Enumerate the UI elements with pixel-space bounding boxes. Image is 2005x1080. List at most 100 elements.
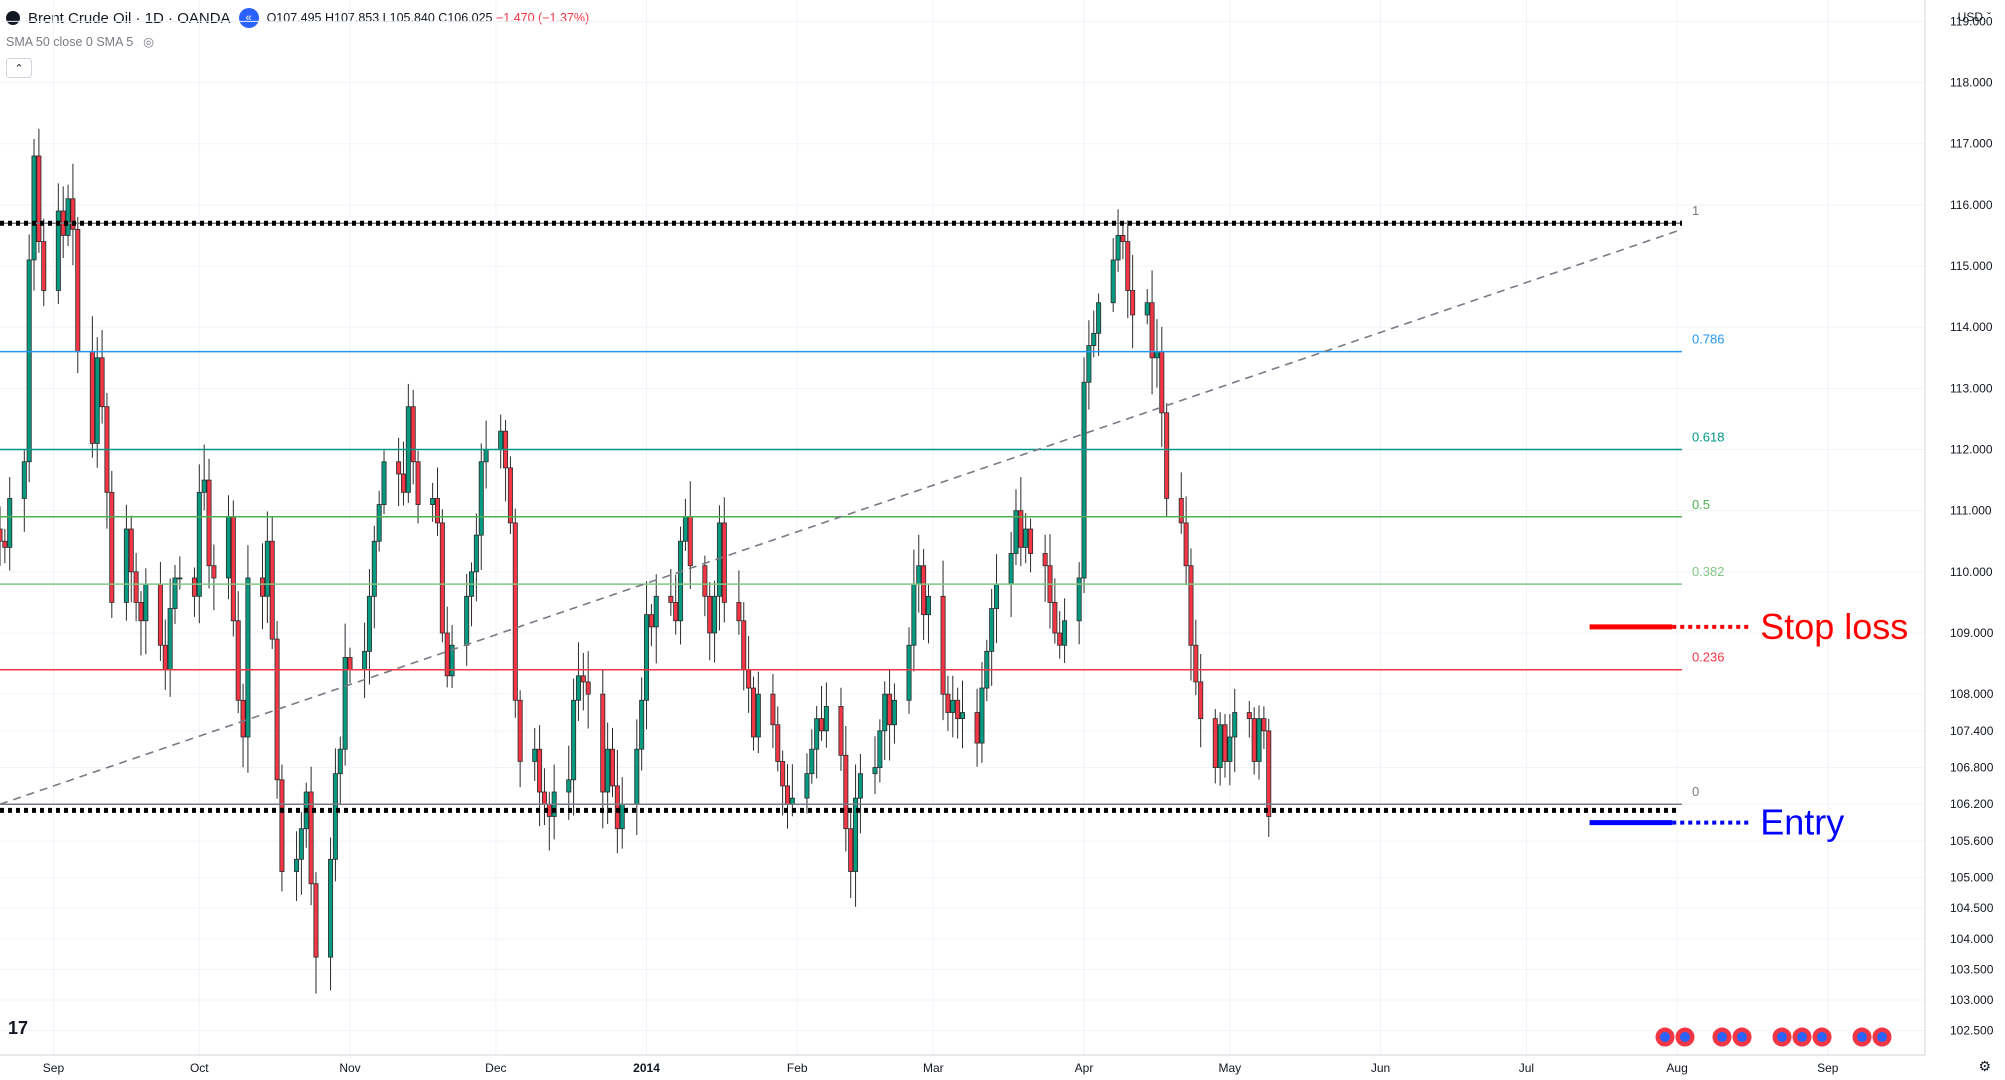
fib-level-label: 1 [1692, 203, 1699, 218]
price-tick-label: 108.000 [1950, 687, 1994, 701]
candle-body [162, 644, 168, 671]
candle-body [89, 351, 95, 444]
candle-body [439, 522, 445, 634]
time-tick-label: Sep [43, 1061, 65, 1075]
candle-body [955, 699, 961, 720]
time-tick-label: Sep [1817, 1061, 1839, 1075]
event-flag-inner [1817, 1032, 1827, 1042]
candle-body [177, 577, 183, 580]
candle-body [172, 577, 178, 609]
collapse-legend-button[interactable]: ⌃ [6, 58, 32, 78]
eye-hidden-icon[interactable]: ◎ [143, 35, 155, 49]
fib-level-label: 0 [1692, 784, 1699, 799]
candle-body [201, 479, 207, 493]
candle-body [7, 498, 13, 548]
price-tick-label: 102.500 [1950, 1024, 1994, 1038]
candle-body [906, 644, 912, 701]
candle-body [1013, 510, 1019, 554]
chevrons-left-icon[interactable]: « [238, 8, 259, 28]
price-tick-label: 110.000 [1950, 565, 1993, 579]
fib-level-label: 0.382 [1692, 564, 1725, 579]
candle-body [1149, 302, 1155, 359]
indicator-label[interactable]: SMA 50 close 0 SMA 5 [6, 34, 134, 49]
candle-body [362, 650, 368, 671]
currency-selector[interactable]: USD ˇ [1958, 10, 1991, 24]
candle-body [473, 534, 479, 573]
entry-label: Entry [1760, 802, 1844, 843]
candle-body [1154, 351, 1160, 359]
candle-body [610, 748, 616, 787]
candle-body [1023, 528, 1029, 548]
candle-body [1251, 718, 1257, 762]
candle-body [809, 748, 815, 775]
grid [0, 0, 1925, 1055]
event-flag-inner [1717, 1032, 1727, 1042]
candle-body [1057, 632, 1063, 646]
candle-body [1052, 602, 1058, 634]
time-tick-label: Jun [1371, 1061, 1390, 1075]
candles [0, 128, 1272, 994]
fib-trendline [0, 228, 1683, 806]
candle-body [464, 595, 470, 646]
candle-body [1120, 235, 1126, 242]
candle-body [36, 155, 42, 242]
time-tick-label: Nov [339, 1061, 360, 1075]
event-flag-inner [1857, 1032, 1867, 1042]
candle-body [328, 858, 334, 958]
symbol-title[interactable]: Brent Crude Oil · 1D · OANDA [28, 9, 231, 27]
candle-body [644, 614, 650, 701]
candle-body [960, 712, 966, 720]
fib-level-label: 0.5 [1692, 497, 1710, 512]
candle-body [1028, 528, 1034, 554]
candle-body [925, 595, 931, 616]
candle-body [750, 687, 756, 738]
candle-body [1115, 235, 1121, 261]
candle-body [1130, 290, 1136, 316]
price-tick-label: 109.000 [1950, 626, 1994, 640]
candle-body [167, 608, 173, 671]
candle-body [872, 767, 878, 775]
candle-body [31, 155, 37, 261]
candle-body [1266, 730, 1272, 817]
price-tick-label: 112.000 [1950, 443, 1993, 457]
candle-body [337, 748, 343, 775]
fib-level-label: 0.236 [1692, 650, 1725, 665]
candle-body [891, 699, 897, 726]
tradingview-logo[interactable]: 17 [8, 1018, 29, 1038]
candle-body [259, 577, 265, 597]
candle-body [279, 779, 285, 872]
candle-body [877, 730, 883, 768]
settings-gear-icon[interactable]: ⚙ [1978, 1058, 1991, 1074]
candle-body [313, 883, 319, 958]
candle-body [157, 583, 163, 646]
candle-body [264, 540, 270, 597]
candle-body [1144, 302, 1150, 316]
candle-body [1261, 718, 1267, 732]
price-tick-label: 103.500 [1950, 962, 1994, 976]
candle-body [648, 614, 654, 628]
candle-body [619, 803, 625, 830]
candle-body [541, 791, 547, 805]
candle-body [123, 528, 129, 603]
candle-body [785, 785, 791, 805]
price-tick-label: 117.000 [1950, 137, 1993, 151]
price-tick-label: 105.000 [1950, 871, 1994, 885]
candle-body [911, 583, 917, 646]
currency-label: USD [1957, 10, 1983, 24]
candle-body [575, 675, 581, 701]
candle-body [415, 461, 421, 505]
candle-body [2, 540, 8, 548]
candle-body [21, 461, 27, 499]
candle-body [979, 687, 985, 744]
candle-body [235, 620, 241, 701]
time-tick-label: 2014 [633, 1061, 660, 1075]
candle-body [0, 528, 3, 542]
candle-body [1110, 259, 1116, 304]
candle-body [1183, 522, 1189, 567]
price-tick-label: 115.000 [1950, 259, 1993, 273]
candle-body [245, 577, 251, 738]
candle-body [614, 785, 620, 830]
candle-body [1086, 345, 1092, 383]
candle-body [240, 699, 246, 738]
